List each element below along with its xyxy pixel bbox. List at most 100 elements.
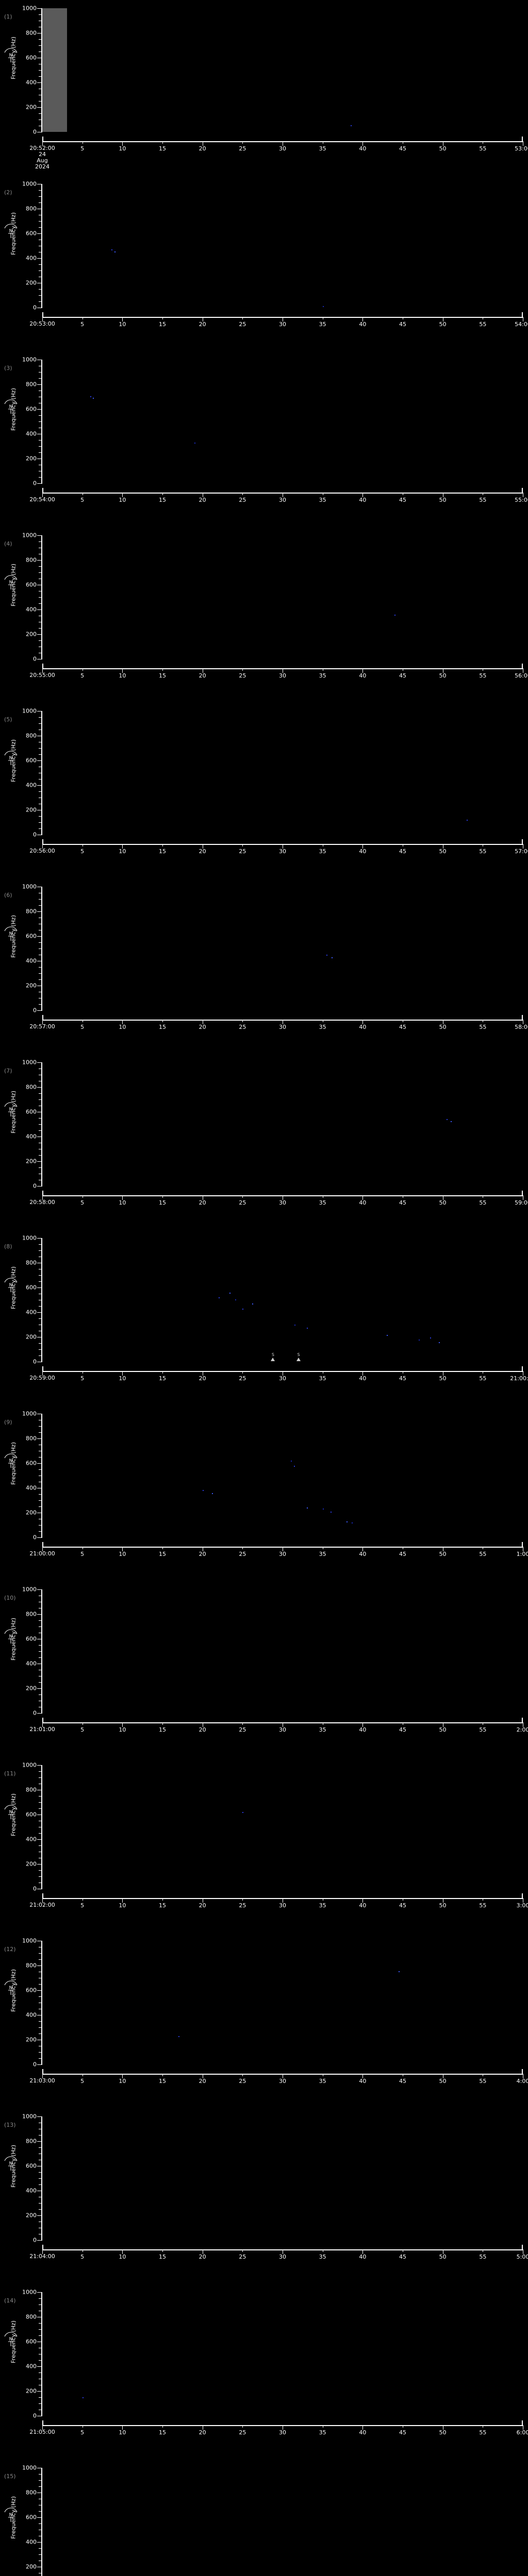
y-axis-tick-label: 1000 — [22, 1410, 37, 1417]
x-axis-tick — [122, 317, 123, 321]
x-axis-line — [42, 1366, 523, 1376]
x-axis-tick — [42, 668, 43, 673]
y-axis-tick — [39, 748, 41, 749]
x-axis-tick-label: 15 — [159, 672, 166, 679]
y-axis-tick — [39, 452, 41, 453]
x-axis-start-label: 21:03:00 — [29, 2077, 55, 2084]
x-axis-tick — [42, 1898, 43, 1903]
y-axis-tick — [37, 1463, 41, 1464]
y-axis-tick — [39, 942, 41, 943]
svg-text:N: N — [9, 53, 13, 58]
north-arrow-icon: N — [2, 397, 20, 414]
x-axis-start-label: 21:04:00 — [29, 2253, 55, 2260]
y-axis-tick — [39, 1250, 41, 1251]
y-axis-tick-label: 1000 — [22, 883, 37, 890]
y-axis-tick — [39, 2052, 41, 2053]
y-axis-tick-label: 0 — [33, 2412, 37, 2419]
x-axis-tick-label: 10 — [119, 1726, 126, 1733]
x-axis-tick-label: 5 — [80, 2078, 85, 2084]
y-axis-tick — [39, 791, 41, 792]
plot-area — [42, 1765, 523, 1889]
x-axis-tick-label: 20 — [199, 1024, 206, 1030]
detection-point — [114, 251, 116, 252]
x-axis-tick-label: 25 — [239, 1375, 246, 1382]
y-axis-tick — [37, 936, 41, 937]
x-axis-tick-label: 40 — [359, 672, 367, 679]
y-axis-tick — [39, 640, 41, 641]
y-axis-tick — [37, 409, 41, 410]
x-axis-tick-label: 10 — [119, 1199, 126, 1206]
x-axis-tick-label: 35 — [319, 2253, 326, 2260]
y-axis-tick-label: 600 — [26, 581, 37, 588]
y-axis-tick-label: 200 — [26, 104, 37, 111]
detection-point — [399, 1971, 400, 1972]
x-axis-tick-label: 10 — [119, 1902, 126, 1909]
y-axis-tick — [37, 483, 41, 484]
y-axis-tick-label: 1000 — [22, 5, 37, 12]
y-axis-tick — [39, 1626, 41, 1627]
x-axis-tick — [242, 844, 243, 846]
x-axis-start-cap — [42, 1718, 43, 1723]
x-axis-end-label: 3:00 — [516, 1902, 528, 1909]
x-axis-start-label: 20:57:00 — [29, 1023, 55, 1030]
y-axis-tick — [37, 1010, 41, 1011]
x-axis-tick — [162, 1722, 163, 1725]
x-axis-start-cap — [42, 664, 43, 669]
y-axis-tick — [37, 2292, 41, 2293]
x-axis-tick-label: 45 — [399, 1375, 406, 1382]
y-axis-tick — [39, 754, 41, 755]
x-axis-end-cap — [522, 2069, 523, 2074]
x-axis-tick-label: 10 — [119, 321, 126, 328]
y-axis-tick-label: 600 — [26, 1635, 37, 1642]
x-axis-tick-label: 15 — [159, 1726, 166, 1733]
x-axis-tick-label: 45 — [399, 1199, 406, 1206]
north-arrow-icon: N — [2, 2154, 20, 2171]
x-axis-tick-label: 55 — [479, 1375, 487, 1382]
x-axis-tick-label: 25 — [239, 497, 246, 503]
y-axis-tick-label: 800 — [26, 1962, 37, 1969]
y-axis-tick — [39, 2184, 41, 2185]
x-axis-start-label: 20:55:00 — [29, 672, 55, 679]
y-axis-tick-label: 1000 — [22, 1234, 37, 1242]
svg-text:N: N — [9, 756, 13, 761]
detection-point — [467, 820, 468, 821]
y-axis-tick — [37, 233, 41, 234]
plot-area — [42, 1589, 523, 1713]
y-axis-ticks: 0 200 400 600 800 1000 — [0, 5, 41, 135]
x-axis-tick — [242, 2425, 243, 2428]
north-arrow-icon: N — [2, 2329, 20, 2347]
x-axis-tick-label: 25 — [239, 1024, 246, 1030]
x-axis-tick-label: 10 — [119, 2253, 126, 2260]
x-axis-line — [42, 839, 523, 849]
svg-text:N: N — [9, 404, 13, 410]
x-axis-start-cap — [42, 839, 43, 844]
x-axis-tick — [362, 2425, 364, 2430]
x-axis-tick-label: 55 — [479, 497, 487, 503]
north-arrow-icon: N — [2, 748, 20, 766]
y-axis-tick — [39, 2403, 41, 2404]
x-axis-tick-label: 30 — [279, 2078, 286, 2084]
y-axis-tick-label: 1000 — [22, 356, 37, 363]
x-axis-tick — [242, 493, 243, 495]
x-axis-tick — [162, 1898, 163, 1901]
x-axis-tick — [242, 2074, 243, 2076]
x-axis-start-cap — [42, 1542, 43, 1547]
y-axis-tick — [37, 2517, 41, 2518]
x-axis-tick-label: 40 — [359, 1902, 367, 1909]
x-axis-tick-label: 30 — [279, 672, 286, 679]
north-arrow-icon: N — [2, 1099, 20, 1117]
x-axis-tick — [82, 317, 83, 319]
y-axis-tick — [39, 1953, 41, 1954]
x-axis-tick-label: 50 — [439, 321, 447, 328]
y-axis-tick-label: 200 — [26, 2036, 37, 2043]
x-axis-tick — [242, 2249, 243, 2252]
y-axis-tick-label: 0 — [33, 1007, 37, 1014]
y-axis-tick — [37, 609, 41, 610]
x-axis-start-cap — [42, 2245, 43, 2250]
x-axis-tick — [42, 2249, 43, 2254]
x-axis-tick-label: 5 — [80, 145, 85, 152]
x-axis-end-label: 58:00 — [515, 1024, 528, 1030]
x-axis-tick — [42, 141, 43, 146]
x-axis-tick-label: 5 — [80, 1551, 85, 1557]
x-axis-tick-label: 20 — [199, 321, 206, 328]
